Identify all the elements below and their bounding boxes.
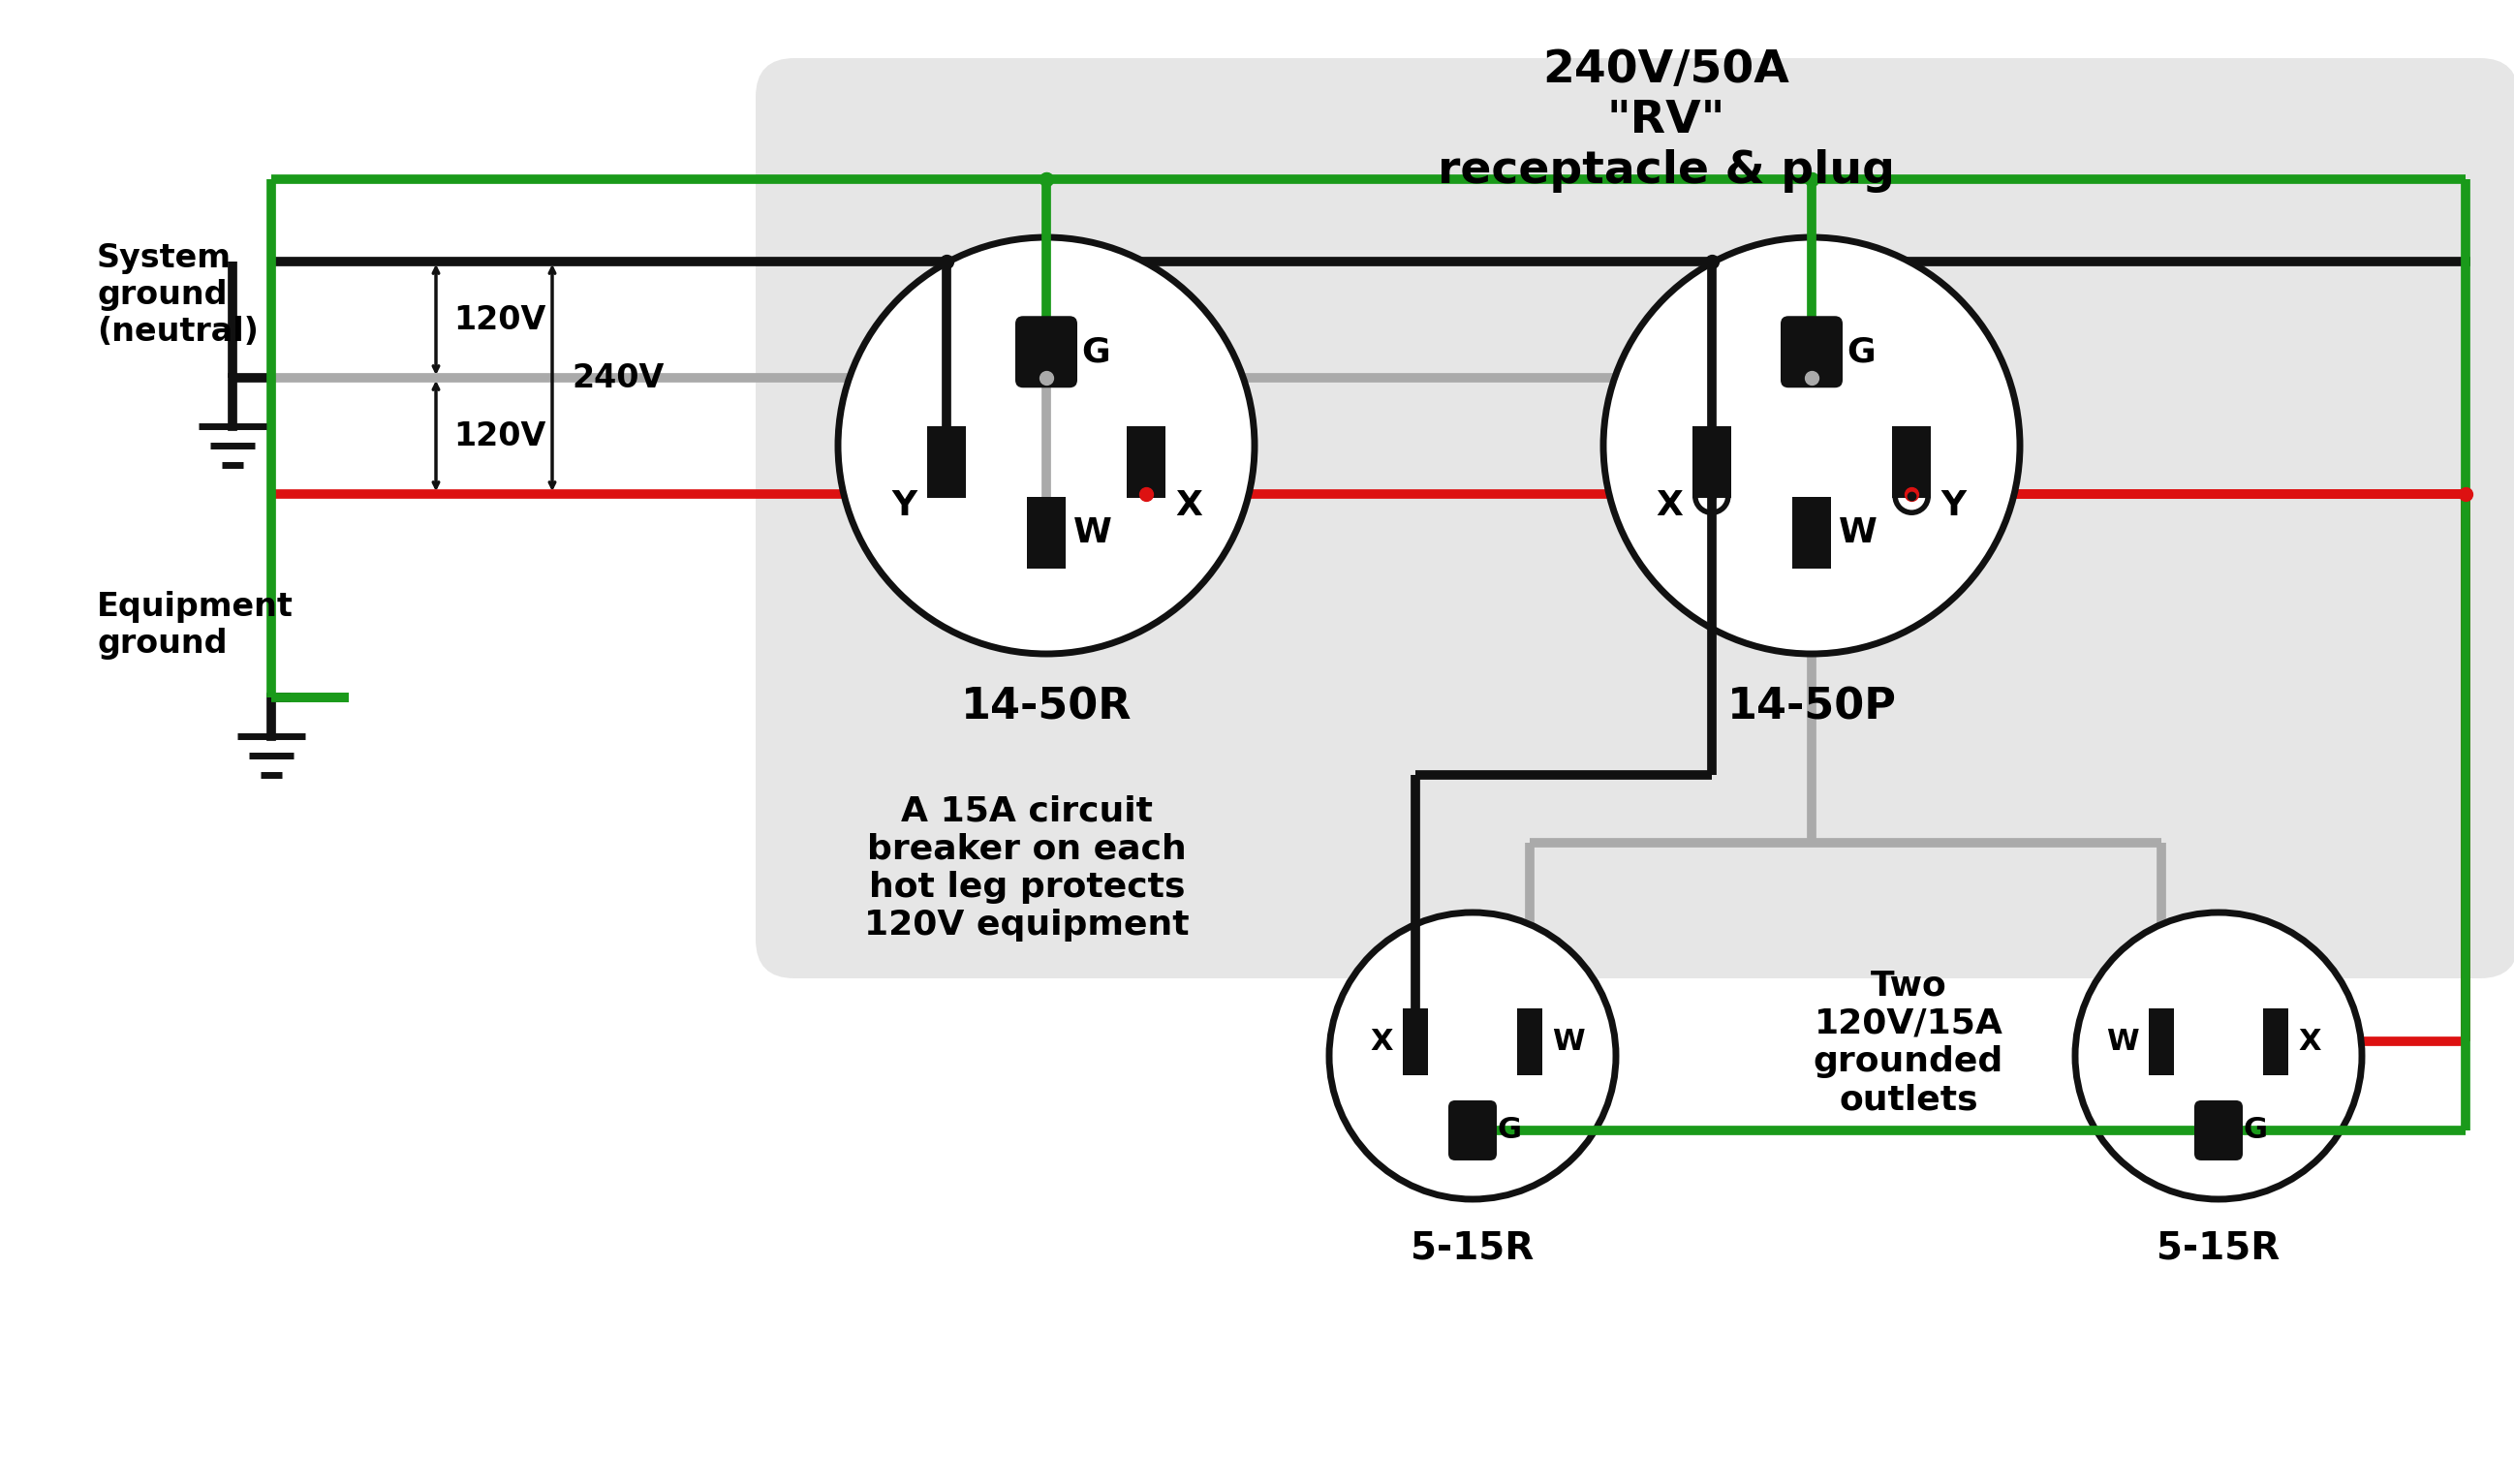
Text: G: G (1081, 335, 1109, 368)
Text: Equipment
ground: Equipment ground (98, 591, 294, 660)
FancyBboxPatch shape (757, 58, 2514, 978)
Text: X: X (1370, 1027, 1393, 1055)
Text: A 15A circuit
breaker on each
hot leg protects
120V equipment: A 15A circuit breaker on each hot leg pr… (865, 794, 1189, 942)
Text: 120V: 120V (453, 420, 546, 453)
FancyBboxPatch shape (1403, 1008, 1428, 1074)
Circle shape (1330, 913, 1617, 1199)
FancyBboxPatch shape (1780, 316, 1843, 387)
FancyBboxPatch shape (1016, 316, 1079, 387)
Text: 240V/50A
"RV"
receptacle & plug: 240V/50A "RV" receptacle & plug (1438, 49, 1896, 193)
Text: Two
120V/15A
grounded
outlets: Two 120V/15A grounded outlets (1813, 969, 2004, 1116)
FancyBboxPatch shape (1126, 426, 1166, 499)
Circle shape (1604, 237, 2019, 654)
Text: X: X (2298, 1027, 2320, 1055)
Text: Y: Y (1941, 490, 1966, 522)
Text: X: X (1177, 490, 1202, 522)
Text: G: G (1845, 335, 1875, 368)
Text: 14-50P: 14-50P (1727, 686, 1896, 729)
Text: X: X (1657, 490, 1682, 522)
Circle shape (2074, 913, 2361, 1199)
FancyBboxPatch shape (2263, 1008, 2288, 1074)
Text: 5-15R: 5-15R (2157, 1229, 2280, 1266)
Circle shape (837, 237, 1254, 654)
FancyBboxPatch shape (1448, 1100, 1496, 1160)
Text: W: W (1551, 1027, 1584, 1055)
FancyBboxPatch shape (1692, 426, 1732, 499)
FancyBboxPatch shape (1518, 1008, 1544, 1074)
Text: 14-50R: 14-50R (960, 686, 1131, 729)
FancyBboxPatch shape (2195, 1100, 2242, 1160)
Text: W: W (1073, 516, 1111, 549)
Text: W: W (2107, 1027, 2139, 1055)
FancyBboxPatch shape (1026, 497, 1066, 568)
Text: G: G (1498, 1116, 1521, 1144)
Text: G: G (2242, 1116, 2268, 1144)
Text: System
ground
(neutral): System ground (neutral) (98, 242, 259, 349)
Text: Y: Y (892, 490, 918, 522)
Text: 120V: 120V (453, 304, 546, 335)
Text: 240V: 240V (571, 362, 664, 393)
FancyBboxPatch shape (928, 426, 965, 499)
FancyBboxPatch shape (2149, 1008, 2175, 1074)
FancyBboxPatch shape (1893, 426, 1931, 499)
Text: W: W (1838, 516, 1878, 549)
FancyBboxPatch shape (1792, 497, 1830, 568)
Text: 5-15R: 5-15R (1410, 1229, 1534, 1266)
